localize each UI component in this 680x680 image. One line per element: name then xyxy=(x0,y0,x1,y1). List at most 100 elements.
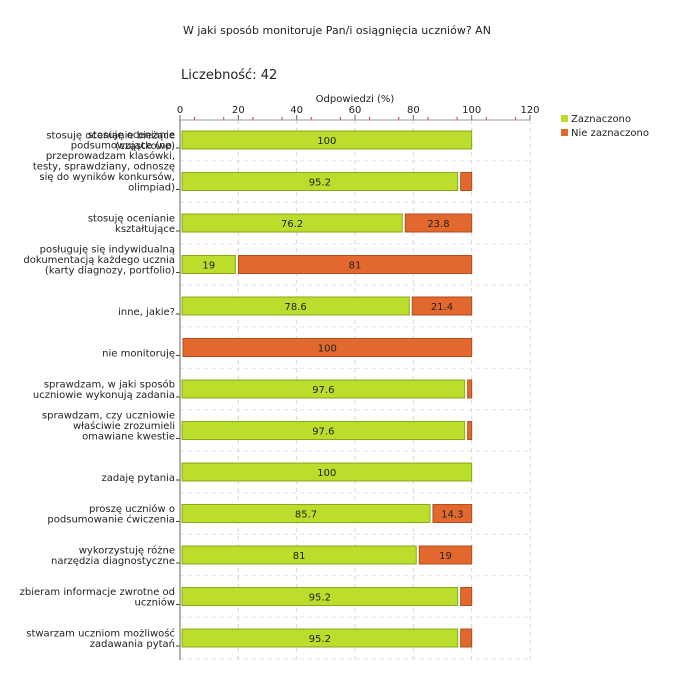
category-label-line: omawiane kwestie xyxy=(82,432,175,443)
data-label: 21.4 xyxy=(431,302,453,313)
bar-segment-nie-zaznaczono xyxy=(467,379,473,399)
x-axis-ticks: 0 20 40 60 80 100 120 xyxy=(177,105,540,121)
data-label: 23.8 xyxy=(427,219,449,230)
bar-segment-zaznaczono xyxy=(181,421,466,440)
category-label-line: właściwie zrozumieli xyxy=(73,420,175,432)
bar-segment-nie-zaznaczono xyxy=(460,587,473,606)
category-label: sprawdzam, czy uczniowie właściwie zrozum… xyxy=(42,411,175,443)
category-label-line: (cząstkowe) xyxy=(115,141,175,152)
bar-segment-zaznaczono xyxy=(181,172,459,191)
bar-segment-zaznaczono xyxy=(181,255,236,274)
category-labels: stosuję ocenianie bieżące (cząstkowe)stos… xyxy=(20,120,181,660)
category-label-line: narzędzia diagnostyczne xyxy=(51,556,175,567)
category-label: zbieram informacje zwrotne od uczniów xyxy=(20,587,175,609)
bar-segment-nie-zaznaczono xyxy=(467,421,473,440)
data-label: 81 xyxy=(349,261,362,272)
category-label: posługuję się indywidualną dokumentacją k… xyxy=(23,245,175,277)
bar-segment-zaznaczono xyxy=(181,130,473,150)
bar-segment-nie-zaznaczono xyxy=(411,296,473,316)
data-label: 19 xyxy=(202,261,215,272)
data-label: 14.3 xyxy=(441,510,463,521)
data-label: 97.6 xyxy=(312,427,334,438)
category-label-line: podsumowanie ćwiczenia xyxy=(47,514,175,526)
bar-segment-zaznaczono xyxy=(181,504,431,523)
bar-segment-nie-zaznaczono xyxy=(460,172,473,191)
data-label: 95.2 xyxy=(309,178,331,189)
bar-segment-nie-zaznaczono xyxy=(237,255,473,274)
category-label-line: dokumentacją każdego ucznia xyxy=(23,255,175,266)
data-label: 97.6 xyxy=(312,385,334,396)
category-label-line: (karty diagnozy, portfolio) xyxy=(45,266,175,277)
bar-segment-nie-zaznaczono xyxy=(460,628,473,648)
category-label-line: uczniów xyxy=(135,597,176,609)
data-label: 76.2 xyxy=(281,219,303,230)
category-label-line: stosuję ocenianie xyxy=(88,130,175,141)
bar-segment-nie-zaznaczono xyxy=(182,338,473,357)
category-label-line: testy, sprawdziany, odnoszę xyxy=(33,162,175,173)
gridlines xyxy=(180,120,531,660)
legend-label: Nie zaznaczono xyxy=(571,128,649,139)
chart-title: W jaki sposób monitoruje Pan/i osiągnięc… xyxy=(183,24,491,37)
category-label: zadaję pytania xyxy=(101,473,175,484)
bar-segment-zaznaczono xyxy=(181,213,403,233)
bar-segment-zaznaczono xyxy=(181,379,466,399)
legend-swatch xyxy=(561,129,568,136)
count-label: Liczebność: 42 xyxy=(181,68,277,83)
category-label-line: stosuję ocenianie bieżące xyxy=(46,131,175,142)
category-label-line: uczniowie wykonują zadania xyxy=(33,390,175,401)
bar-segment-zaznaczono xyxy=(181,587,459,606)
category-label-line: wykorzystuję różne xyxy=(79,545,175,557)
category-label-line: inne, jakie? xyxy=(118,307,175,318)
x-tick-label: 40 xyxy=(290,105,303,116)
category-label: wykorzystuję różne narzędzia diagnostyczn… xyxy=(51,545,175,568)
x-axis-title: Odpowiedzi (%) xyxy=(316,94,395,105)
category-label: stwarzam uczniom możliwość zadawania pyta… xyxy=(26,628,175,651)
category-label-line: przeprowadzam klasówki, xyxy=(46,150,175,162)
data-label: 100 xyxy=(318,344,337,355)
data-label: 95.2 xyxy=(309,634,331,645)
x-tick-label: 20 xyxy=(232,105,245,116)
bar-segment-zaznaczono xyxy=(181,628,459,648)
category-label-line: sprawdzam, czy uczniowie xyxy=(42,411,175,422)
category-label-line: zbieram informacje zwrotne od xyxy=(20,587,175,598)
data-label: 100 xyxy=(317,468,336,479)
bar-segment-nie-zaznaczono xyxy=(432,504,473,523)
x-tick-label: 0 xyxy=(177,105,183,116)
category-label: inne, jakie? xyxy=(118,307,175,318)
legend: Zaznaczono Nie zaznaczono xyxy=(561,114,649,139)
bar-segment-zaznaczono xyxy=(181,296,410,316)
bar-segment-nie-zaznaczono xyxy=(418,545,473,565)
x-tick-label: 100 xyxy=(462,105,481,116)
data-label: 95.2 xyxy=(309,593,331,604)
bar-segment-zaznaczono xyxy=(181,462,473,482)
x-tick-label: 60 xyxy=(349,105,362,116)
data-label: 81 xyxy=(293,551,306,562)
category-label-line: zadawania pytań xyxy=(90,638,175,650)
category-label-line: podsumowujące (np. xyxy=(71,141,175,152)
category-label-line: stwarzam uczniom możliwość xyxy=(26,628,175,640)
data-label: 78.6 xyxy=(284,302,306,313)
category-label: stosuję ocenianie podsumowujące (np. przep… xyxy=(33,130,175,194)
bar-segment-nie-zaznaczono xyxy=(404,213,473,233)
category-label: proszę uczniów o podsumowanie ćwiczenia xyxy=(47,503,175,526)
category-label-line: sprawdzam, w jaki sposób xyxy=(44,379,175,391)
category-label-line: zadaję pytania xyxy=(101,473,175,484)
legend-label: Zaznaczono xyxy=(571,114,631,125)
category-label: sprawdzam, w jaki sposób uczniowie wykonu… xyxy=(33,379,175,402)
category-label-line: kształtujące xyxy=(115,224,175,235)
category-label-line: stosuję ocenianie xyxy=(88,214,175,225)
bar-segment-zaznaczono xyxy=(181,545,417,565)
data-label: 100 xyxy=(317,136,336,147)
data-label: 19 xyxy=(439,551,452,562)
category-label-line: olimpiad) xyxy=(128,183,175,194)
category-label-line: proszę uczniów o xyxy=(89,503,175,515)
category-label-line: posługuję się indywidualną xyxy=(40,245,175,256)
bars: 100 95.2 76.2 23.8 19 81 78.6 21.4 100 97.6 97.6 10… xyxy=(181,130,473,648)
category-label: stosuję ocenianie kształtujące xyxy=(88,214,175,236)
category-label: stosuję ocenianie bieżące (cząstkowe) xyxy=(46,131,175,153)
x-tick-label: 80 xyxy=(407,105,420,116)
x-tick-label: 120 xyxy=(520,105,539,116)
data-label: 85.7 xyxy=(295,510,317,521)
category-label-line: się do wyników konkursów, xyxy=(39,171,175,183)
